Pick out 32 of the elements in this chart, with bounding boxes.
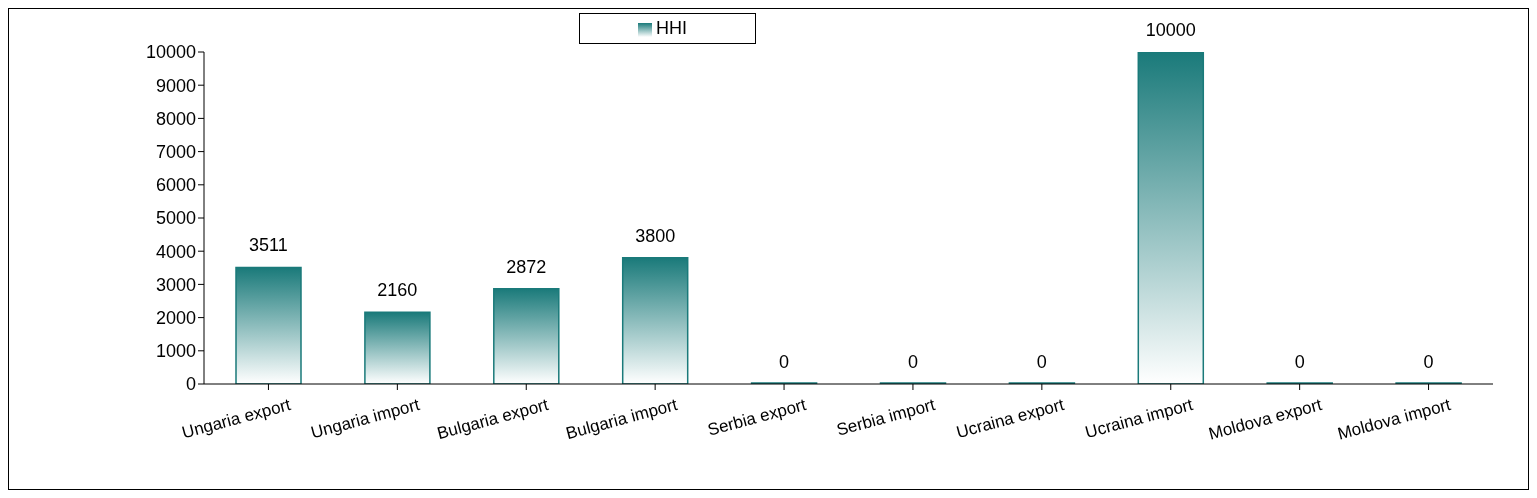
data-label: 2160 — [377, 280, 418, 301]
data-label: 2872 — [506, 256, 547, 277]
x-tick-label: Serbia export — [705, 395, 809, 440]
y-tick-label: 8000 — [155, 108, 196, 129]
y-tick-label: 10000 — [145, 42, 196, 63]
y-tick-label: 6000 — [155, 175, 196, 196]
x-tick-label: Ucraina import — [1083, 395, 1196, 443]
y-tick-label: 0 — [185, 374, 196, 395]
y-tick-label: 7000 — [155, 141, 196, 162]
data-label: 0 — [1036, 352, 1047, 372]
y-tick-label: 3000 — [155, 274, 196, 295]
data-label: 0 — [1423, 352, 1434, 372]
data-label: 3511 — [249, 235, 288, 256]
x-tick-label: Bulgaria export — [435, 395, 551, 444]
y-tick-label: 5000 — [155, 208, 196, 229]
data-label: 10000 — [1145, 20, 1196, 40]
data-label: 3800 — [635, 225, 676, 246]
data-label: 0 — [779, 352, 790, 372]
x-tick-label: Ungaria import — [308, 395, 422, 443]
x-tick-label: Moldova import — [1335, 395, 1453, 444]
y-tick-label: 4000 — [155, 241, 196, 262]
x-tick-label: Ucraina export — [954, 395, 1067, 443]
data-label: 0 — [1294, 352, 1305, 372]
y-tick-label: 1000 — [155, 341, 196, 362]
y-tick-label: 9000 — [155, 75, 196, 96]
x-tick-label: Ungaria export — [179, 395, 293, 443]
y-tick-label: 2000 — [155, 307, 196, 328]
x-tick-label: Serbia import — [834, 395, 938, 440]
x-tick-label: Moldova export — [1206, 395, 1325, 444]
data-label: 0 — [907, 352, 918, 372]
x-tick-label: Bulgaria import — [563, 395, 680, 444]
legend-label: HHI — [656, 18, 687, 38]
